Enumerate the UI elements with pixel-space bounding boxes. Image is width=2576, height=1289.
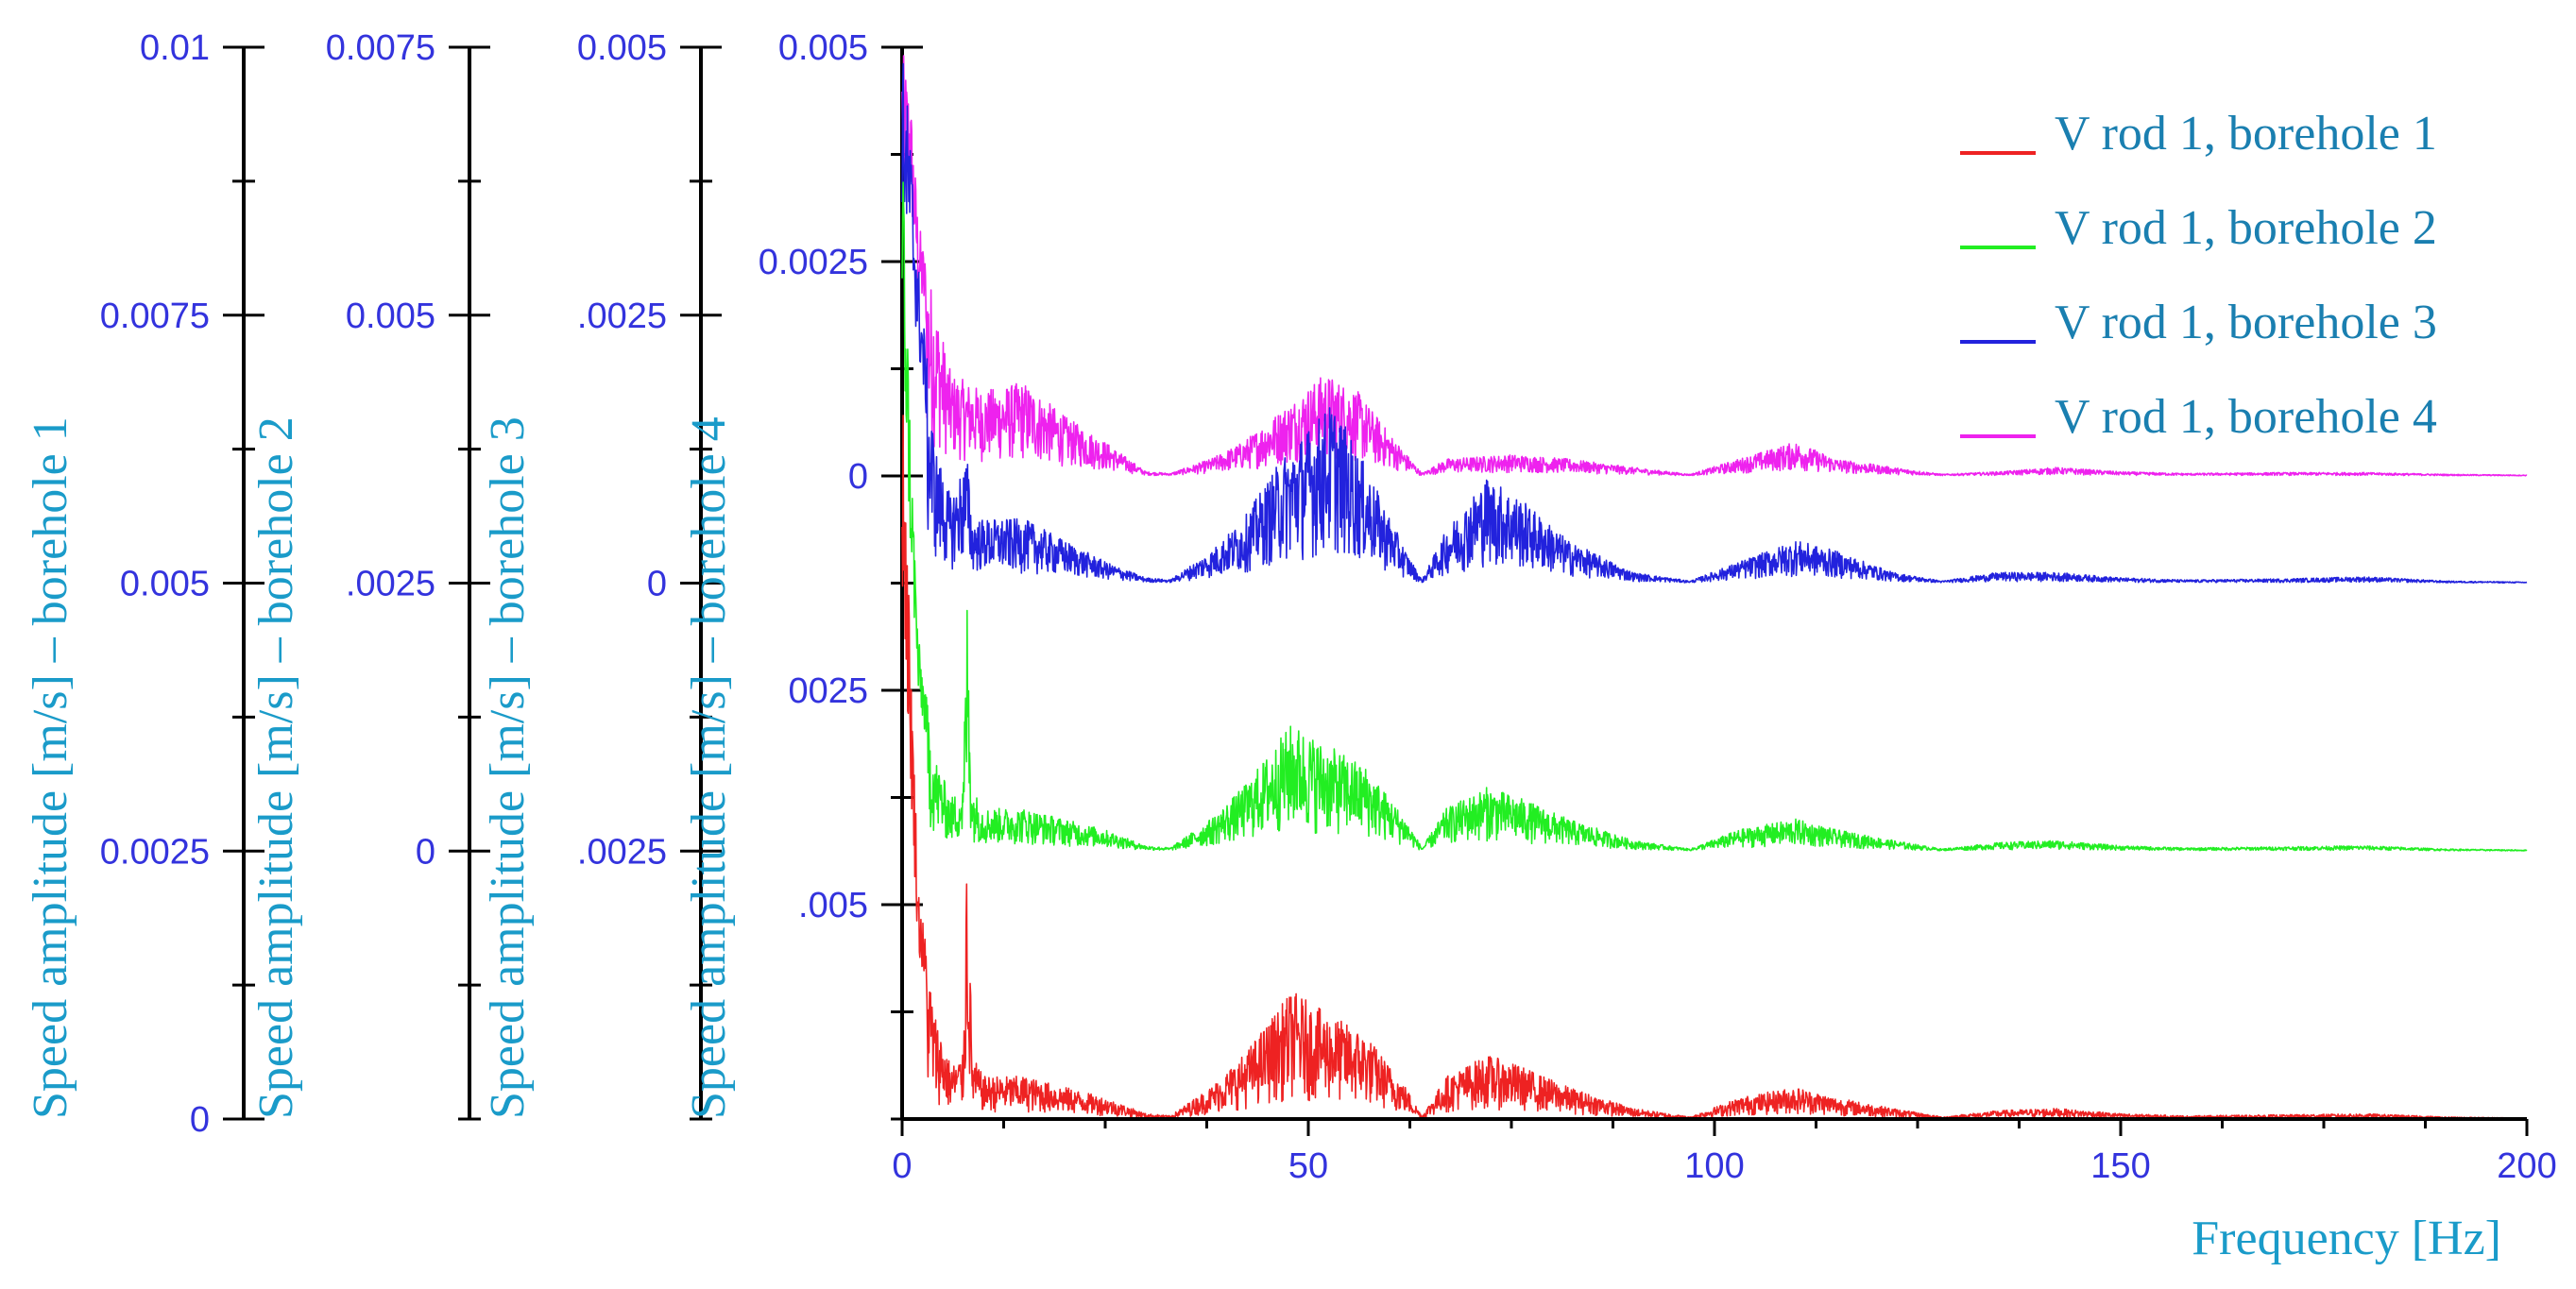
y-axis-title: Speed amplitude [m/s] – borehole 1: [24, 416, 77, 1119]
y-axis-title: Speed amplitude [m/s] – borehole 2: [249, 416, 303, 1119]
series-line-4: [901, 55, 2528, 477]
y-tick-label: 0.005: [120, 565, 210, 604]
x-tick-label: 150: [2090, 1146, 2150, 1186]
y-tick-label: 0: [647, 565, 667, 604]
y-tick-label: 0: [190, 1100, 210, 1140]
y-tick-label: 0.01: [140, 28, 210, 68]
series-line-1: [901, 415, 2528, 1120]
legend-item-3[interactable]: V rod 1, borehole 3: [1960, 296, 2437, 349]
legend-label: V rod 1, borehole 1: [2055, 107, 2437, 161]
y-tick-label: 0: [416, 832, 435, 872]
y-tick-label: 0.0075: [326, 28, 435, 68]
y-tick-label: 0: [848, 457, 868, 497]
y-axis-borehole-3: .0025 0 .0025 0.005 Speed amplitude [m/s] – …: [481, 28, 722, 1121]
y-axis-borehole-4: .005 0025 0 0.0025 0.005 Speed amplitude [m/s…: [682, 28, 923, 1121]
y-tick-label: .0025: [577, 297, 667, 336]
x-axis-title: Frequency [Hz]: [2192, 1212, 2501, 1265]
legend-item-1[interactable]: V rod 1, borehole 1: [1960, 107, 2437, 161]
y-axis-title: Speed amplitude [m/s] – borehole 3: [481, 416, 535, 1119]
x-tick-label: 0: [892, 1146, 912, 1186]
y-tick-label: .005: [798, 886, 868, 925]
y-axis-borehole-2: 0 .0025 0.005 0.0075 Speed amplitude [m/s] –…: [249, 28, 490, 1121]
y-tick-label: .0025: [577, 832, 667, 872]
series-line-3: [901, 62, 2528, 584]
x-axis: 0 50 100 150 200: [892, 1117, 2557, 1186]
x-tick-label: 100: [1684, 1146, 1744, 1186]
y-tick-label: 0025: [788, 671, 868, 711]
y-tick-label: .0025: [346, 565, 435, 604]
y-tick-label: 0.0025: [759, 243, 868, 282]
y-tick-label: 0.005: [577, 28, 667, 68]
x-tick-label: 50: [1288, 1146, 1328, 1186]
legend-item-2[interactable]: V rod 1, borehole 2: [1960, 201, 2437, 255]
x-tick-label: 200: [2497, 1146, 2556, 1186]
legend[interactable]: V rod 1, borehole 1 V rod 1, borehole 2 V …: [1960, 107, 2437, 444]
legend-item-4[interactable]: V rod 1, borehole 4: [1960, 390, 2437, 444]
y-tick-label: 0.005: [346, 297, 435, 336]
y-axis-title: Speed amplitude [m/s] – borehole 4: [682, 416, 736, 1119]
y-tick-label: 0.0025: [100, 832, 210, 872]
legend-label: V rod 1, borehole 2: [2055, 201, 2437, 255]
legend-label: V rod 1, borehole 4: [2055, 390, 2437, 444]
y-tick-label: 0.0075: [100, 297, 210, 336]
y-axis-borehole-1: 0 0.0025 0.005 0.0075 0.01 Speed amplitude [m…: [24, 28, 264, 1140]
legend-label: V rod 1, borehole 3: [2055, 296, 2437, 349]
series-line-2: [901, 181, 2528, 852]
y-tick-label: 0.005: [778, 28, 868, 68]
